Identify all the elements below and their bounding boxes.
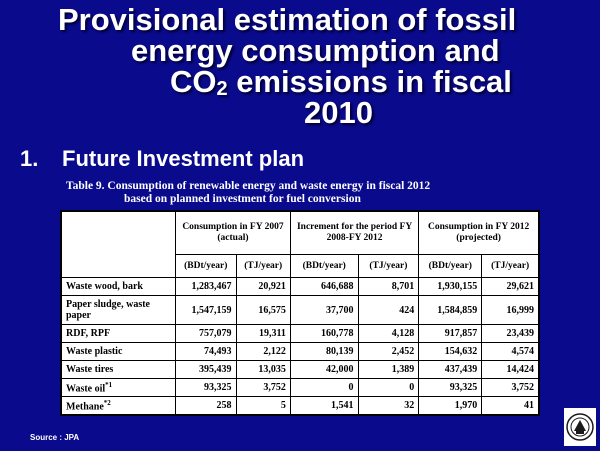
- value-cell: 16,575: [235, 295, 291, 325]
- value-cell: 14,424: [481, 360, 539, 379]
- row-label: Waste wood, bark: [61, 277, 176, 296]
- table-row: Paper sludge, waste paper 1,547,159 16,575…: [61, 295, 539, 325]
- unit-header: (TJ/year): [357, 254, 420, 278]
- value-cell: 154,632: [418, 342, 483, 361]
- value-cell: 1,541: [289, 396, 359, 415]
- value-cell: 3,752: [481, 378, 539, 397]
- table-row: RDF, RPF 757,079 19,311 160,778 4,128 917,857…: [61, 324, 539, 343]
- value-cell: 93,325: [418, 378, 483, 397]
- table-row: Waste oil*1 93,325 3,752 0 0 93,325 3,752: [61, 378, 539, 397]
- title-line-4: 2010: [304, 95, 373, 130]
- value-cell: 13,035: [235, 360, 291, 379]
- value-cell: 37,700: [289, 295, 359, 325]
- row-label: Methane*2: [61, 396, 176, 415]
- table-body: Waste wood, bark 1,283,467 20,921 646,688 8,…: [61, 277, 539, 415]
- title-line-2: energy consumption and: [131, 33, 500, 68]
- table-row: Waste plastic 74,493 2,122 80,139 2,452 154,6…: [61, 342, 539, 361]
- table-row: Waste tires 395,439 13,035 42,000 1,389 437,4…: [61, 360, 539, 379]
- row-label: Waste tires: [61, 360, 176, 379]
- value-cell: 1,970: [418, 396, 483, 415]
- value-cell: 258: [175, 396, 237, 415]
- value-cell: 8,701: [357, 277, 420, 296]
- value-cell: 1,283,467: [175, 277, 237, 296]
- unit-header: (TJ/year): [481, 254, 539, 278]
- table-caption: Table 9. Consumption of renewable energy…: [66, 180, 566, 206]
- header-blank-cell: [61, 211, 176, 278]
- caption-line-1: Table 9. Consumption of renewable energy…: [66, 180, 431, 192]
- value-cell: 80,139: [289, 342, 359, 361]
- value-cell: 29,621: [481, 277, 539, 296]
- table-row: Methane*2 258 5 1,541 32 1,970 41: [61, 396, 539, 415]
- row-label: RDF, RPF: [61, 324, 176, 343]
- value-cell: 2,122: [235, 342, 291, 361]
- value-cell: 424: [357, 295, 420, 325]
- row-label: Waste plastic: [61, 342, 176, 361]
- value-cell: 646,688: [289, 277, 359, 296]
- unit-header: (BDt/year): [175, 254, 237, 278]
- value-cell: 3,752: [235, 378, 291, 397]
- header-group-fy2012: Consumption in FY 2012 (projected): [418, 211, 539, 255]
- value-cell: 19,311: [235, 324, 291, 343]
- value-cell: 437,439: [418, 360, 483, 379]
- value-cell: 93,325: [175, 378, 237, 397]
- value-cell: 41: [481, 396, 539, 415]
- value-cell: 20,921: [235, 277, 291, 296]
- unit-header: (BDt/year): [418, 254, 483, 278]
- unit-header: (TJ/year): [235, 254, 291, 278]
- source-note: Source : JPA: [30, 433, 80, 442]
- value-cell: 917,857: [418, 324, 483, 343]
- value-cell: 0: [357, 378, 420, 397]
- value-cell: 160,778: [289, 324, 359, 343]
- value-cell: 5: [235, 396, 291, 415]
- value-cell: 2,452: [357, 342, 420, 361]
- value-cell: 1,930,155: [418, 277, 483, 296]
- value-cell: 42,000: [289, 360, 359, 379]
- row-label: Paper sludge, waste paper: [61, 295, 176, 325]
- value-cell: 1,547,159: [175, 295, 237, 325]
- consumption-table: Consumption in FY 2007 (actual) Incremen…: [61, 211, 539, 415]
- section-heading: 1. Future Investment plan: [20, 146, 304, 172]
- value-cell: 1,584,859: [418, 295, 483, 325]
- header-group-increment: Increment for the period FY 2008-FY 2012: [289, 211, 420, 255]
- seal-logo-icon: [564, 408, 596, 446]
- title-line-3: CO2 emissions in fiscal: [170, 64, 512, 100]
- unit-header: (BDt/year): [289, 254, 359, 278]
- title-line-1: Provisional estimation of fossil: [58, 2, 517, 37]
- caption-line-2: based on planned investment for fuel con…: [124, 193, 361, 205]
- value-cell: 1,389: [357, 360, 420, 379]
- section-number: 1.: [20, 146, 39, 171]
- value-cell: 74,493: [175, 342, 237, 361]
- value-cell: 23,439: [481, 324, 539, 343]
- value-cell: 4,128: [357, 324, 420, 343]
- row-label: Waste oil*1: [61, 378, 176, 397]
- section-label: Future Investment plan: [62, 146, 305, 171]
- header-group-fy2007: Consumption in FY 2007 (actual): [175, 211, 291, 255]
- data-table-container: Consumption in FY 2007 (actual) Incremen…: [60, 210, 540, 416]
- table-header-row: Consumption in FY 2007 (actual) Incremen…: [61, 211, 539, 278]
- table-row: Waste wood, bark 1,283,467 20,921 646,688 8,…: [61, 277, 539, 296]
- value-cell: 4,574: [481, 342, 539, 361]
- value-cell: 395,439: [175, 360, 237, 379]
- value-cell: 757,079: [175, 324, 237, 343]
- value-cell: 32: [357, 396, 420, 415]
- value-cell: 16,999: [481, 295, 539, 325]
- slide-title: Provisional estimation of fossil energy …: [20, 4, 580, 128]
- table-unit-row: (BDt/year) (TJ/year) (BDt/year) (TJ/year…: [62, 254, 539, 278]
- value-cell: 0: [289, 378, 359, 397]
